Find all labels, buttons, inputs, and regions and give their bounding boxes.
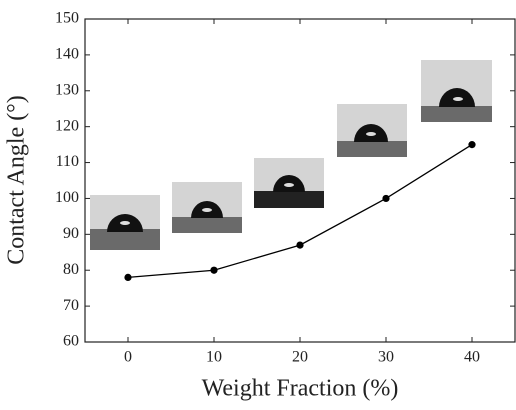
y-axis-label: Contact Angle (°) [4, 95, 30, 265]
y-tick-label: 60 [63, 333, 79, 350]
y-tick-label: 130 [55, 81, 79, 98]
x-tick-label: 0 [124, 349, 132, 366]
inset [337, 104, 407, 157]
y-tick-label: 120 [55, 117, 79, 134]
y-tick-label: 80 [63, 261, 79, 278]
data-point [382, 194, 390, 203]
x-tick-label: 20 [292, 349, 308, 366]
y-tick-label: 70 [63, 297, 79, 314]
inset [421, 60, 492, 122]
droplet-insets [90, 60, 492, 250]
y-tick-label: 110 [56, 153, 79, 170]
data-point [296, 241, 304, 249]
data-point [124, 273, 132, 281]
x-axis-label: Weight Fraction (%) [202, 376, 399, 402]
x-tick-label: 10 [206, 349, 222, 366]
y-tick-label: 100 [55, 189, 79, 206]
inset [90, 195, 160, 250]
y-tick-label: 150 [55, 10, 79, 27]
y-tick-label: 90 [63, 225, 79, 242]
data-point [210, 266, 218, 274]
x-tick-label: 30 [378, 349, 394, 366]
x-tick-label: 40 [464, 349, 480, 366]
y-tick-label: 140 [55, 46, 79, 63]
data-point [468, 141, 476, 149]
inset [172, 182, 242, 233]
inset [254, 158, 324, 208]
